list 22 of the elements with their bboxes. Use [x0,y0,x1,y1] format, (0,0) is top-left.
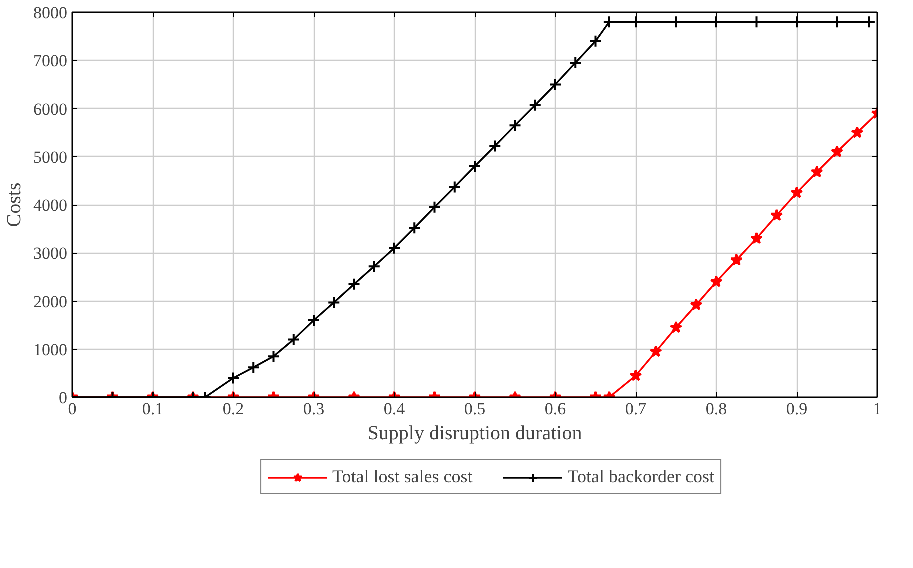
y-axis-title: Costs [4,182,26,228]
x-tick-label: 1 [873,400,882,418]
x-tick-label: 0.8 [706,400,728,418]
legend-label: Total backorder cost [568,466,714,488]
y-tick-label: 8000 [34,4,68,22]
y-tick-label: 6000 [34,100,68,119]
x-tick-label: 0.2 [222,400,244,418]
x-tick-label: 0.4 [384,400,406,418]
x-axis-title: Supply disruption duration [368,422,582,444]
y-tick-label: 4000 [34,196,68,215]
y-tick-label: 7000 [34,52,68,71]
x-tick-label: 0.9 [786,400,808,418]
x-tick-label: 0.6 [544,400,566,418]
x-tick-label: 0.7 [625,400,648,418]
x-tick-label: 0.5 [464,400,486,418]
legend-label: Total lost sales cost [332,466,473,488]
y-tick-label: 2000 [34,292,68,312]
y-tick-label: 5000 [34,148,68,167]
y-tick-label: 3000 [34,244,68,264]
x-tick-label: 0.1 [142,400,164,418]
x-tick-label: 0.3 [303,400,325,418]
y-tick-label: 1000 [34,340,68,360]
